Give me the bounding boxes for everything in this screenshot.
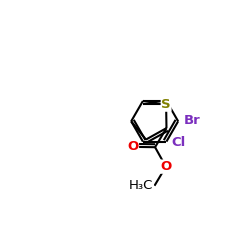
Text: H₃C: H₃C — [129, 179, 153, 192]
Text: O: O — [127, 140, 138, 153]
Text: O: O — [160, 160, 172, 173]
Text: Br: Br — [184, 114, 200, 126]
Text: S: S — [161, 98, 171, 111]
Text: Cl: Cl — [172, 136, 186, 149]
